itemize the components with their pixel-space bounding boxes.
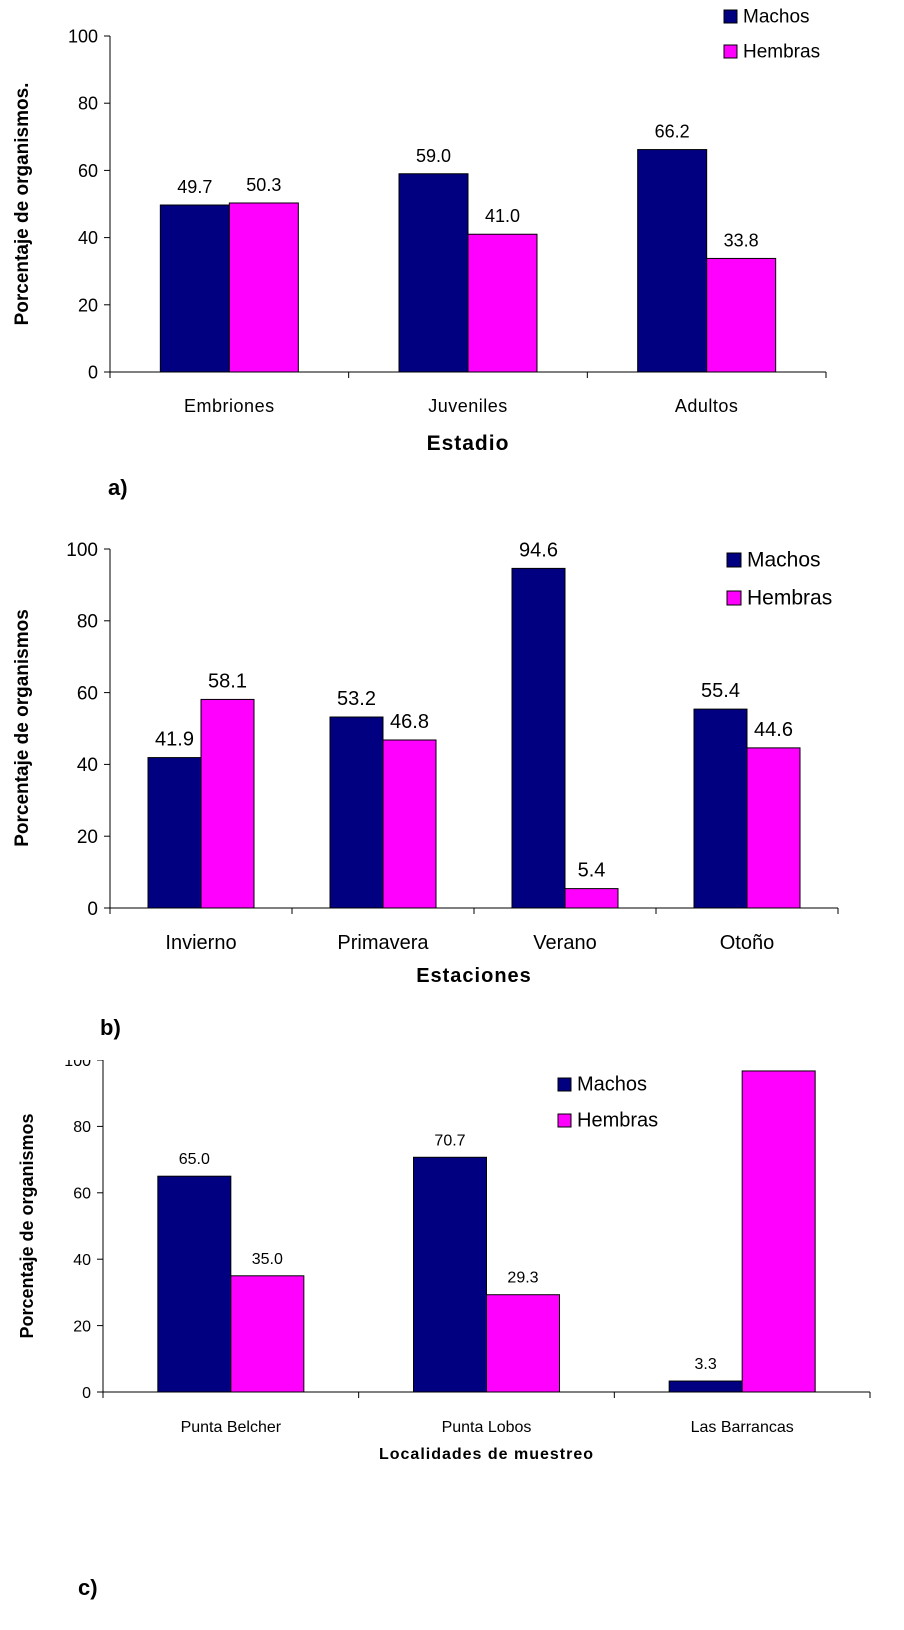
chart-a: 0 20 40 60 80 100 49.7 50.3 Embriones 59.0 41.0 Juv… — [12, 6, 827, 455]
legend-swatch-hembras — [726, 590, 742, 606]
y-axis-title: Porcentaje de organismos. — [12, 83, 33, 326]
legend-label-machos: Machos — [747, 548, 821, 571]
bar-machos — [637, 149, 708, 373]
y-tick-label: 0 — [88, 362, 98, 382]
data-label: 55.4 — [701, 680, 740, 702]
y-tick-label: 20 — [77, 827, 98, 848]
y-tick-label: 40 — [78, 228, 98, 248]
legend-label-hembras: Hembras — [747, 586, 832, 609]
data-label: 58.1 — [208, 670, 247, 692]
y-tick-label: 20 — [78, 295, 98, 315]
bar-hembras — [741, 1070, 816, 1393]
legend-swatch-machos — [723, 9, 738, 24]
y-axis-title: Porcentaje de organismos — [12, 609, 33, 847]
y-tick-label: 60 — [73, 1186, 91, 1203]
bar-hembras — [200, 698, 255, 909]
legend-swatch-machos — [726, 552, 742, 568]
bar-hembras — [228, 202, 299, 373]
y-tick-label: 100 — [66, 540, 98, 561]
bar-hembras — [746, 747, 801, 909]
bar-hembras — [706, 257, 777, 373]
y-tick-label: 60 — [78, 161, 98, 181]
data-label: 5.4 — [578, 860, 606, 882]
data-label: 53.2 — [337, 688, 376, 710]
bar-machos — [147, 757, 202, 909]
y-tick-label: 80 — [77, 612, 98, 633]
y-axis-title: Porcentaje de organismos — [17, 1113, 37, 1338]
x-axis-title: Estaciones — [416, 965, 532, 987]
legend-label-machos: Machos — [577, 1073, 647, 1095]
data-label: 49.7 — [177, 177, 212, 197]
y-tick-label: 0 — [82, 1385, 91, 1402]
data-label: 44.6 — [754, 719, 793, 741]
bar-machos — [413, 1156, 487, 1393]
data-label: 59.0 — [416, 146, 451, 166]
data-label: 3.3 — [695, 1356, 717, 1373]
legend-swatch-machos — [557, 1077, 572, 1092]
bar-machos — [157, 1175, 232, 1393]
chart-c: 0 20 40 60 80 100 65.0 35.0 Punta Belcher 70.7 29.… — [17, 1060, 871, 1463]
y-tick-label: 40 — [77, 755, 98, 776]
y-tick-label: 80 — [73, 1119, 91, 1136]
legend-label-machos: Machos — [743, 6, 810, 27]
data-label: 41.9 — [155, 729, 194, 751]
y-tick-label: 40 — [73, 1252, 91, 1269]
bar-hembras — [564, 888, 619, 909]
bar-machos — [693, 708, 748, 909]
data-label: 33.8 — [724, 230, 759, 250]
legend-label-hembras: Hembras — [743, 41, 820, 62]
x-tick-label: Invierno — [165, 932, 236, 954]
data-label: 50.3 — [246, 175, 281, 195]
x-tick-label: Embriones — [184, 396, 275, 416]
y-tick-label: 60 — [77, 683, 98, 704]
legend-label-hembras: Hembras — [577, 1109, 658, 1131]
y-tick-label: 100 — [68, 26, 98, 46]
x-tick-label: Punta Lobos — [442, 1419, 532, 1436]
bar-machos — [329, 716, 384, 909]
data-label: 46.8 — [390, 711, 429, 733]
data-label: 94.6 — [519, 539, 558, 561]
data-label: 29.3 — [507, 1270, 538, 1287]
bar-machos — [398, 173, 469, 373]
x-tick-label: Verano — [533, 932, 596, 954]
data-label: 66.2 — [655, 122, 690, 142]
x-tick-label: Punta Belcher — [181, 1419, 282, 1436]
legend-swatch-hembras — [557, 1113, 572, 1128]
bar-machos — [668, 1380, 743, 1393]
bar-hembras — [486, 1294, 560, 1393]
x-tick-label: Primavera — [337, 932, 429, 954]
bar-machos — [511, 567, 566, 909]
x-axis-title: Localidades de muestreo — [379, 1446, 594, 1463]
panel-label-c: c) — [78, 1575, 98, 1600]
bar-hembras — [230, 1275, 305, 1393]
x-tick-label: Otoño — [720, 932, 774, 954]
data-label: 70.7 — [434, 1132, 465, 1149]
y-tick-label: 20 — [73, 1318, 91, 1335]
y-tick-label: 80 — [78, 94, 98, 114]
x-axis-title: Estadio — [427, 432, 510, 455]
legend-swatch-hembras — [723, 44, 738, 59]
bar-hembras — [467, 233, 538, 373]
data-label: 96.7 — [763, 1060, 794, 1063]
y-tick-label: 100 — [64, 1060, 91, 1070]
panel-label-a: a) — [108, 475, 128, 500]
y-tick-label: 0 — [87, 899, 98, 920]
data-label: 65.0 — [179, 1151, 210, 1168]
data-label: 41.0 — [485, 206, 520, 226]
panel-label-b: b) — [100, 1015, 121, 1040]
x-tick-label: Las Barrancas — [691, 1419, 794, 1436]
data-label: 35.0 — [252, 1251, 283, 1268]
bar-machos — [159, 204, 230, 373]
bar-hembras — [382, 739, 437, 909]
chart-b: 0 20 40 60 80 100 41.9 58.1 Invierno 53.2 46.8 Prim… — [12, 539, 839, 987]
x-tick-label: Adultos — [675, 396, 739, 416]
x-tick-label: Juveniles — [428, 396, 508, 416]
